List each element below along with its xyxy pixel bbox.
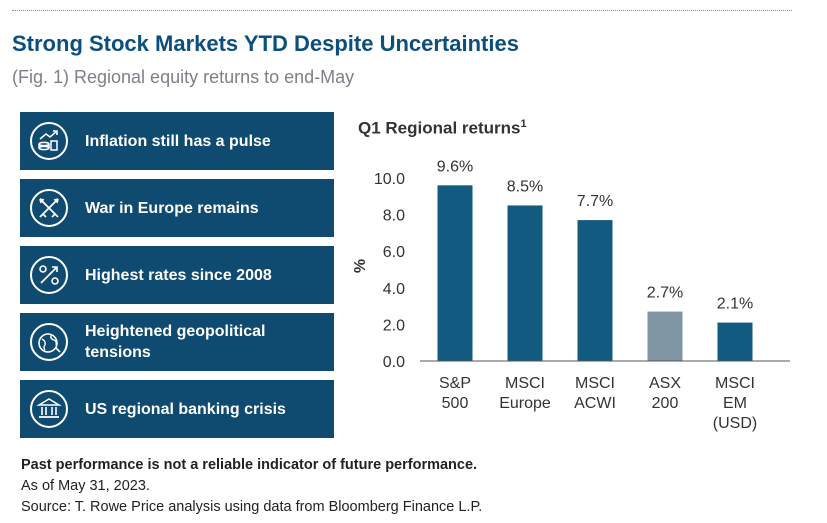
x-tick-label: 200 — [652, 395, 679, 412]
y-tick-label: 2.0 — [383, 317, 405, 334]
panel-geopolitical: Heightened geopolitical tensions — [20, 313, 334, 371]
x-tick-label: MSCI — [505, 375, 545, 392]
crossed-swords-icon — [30, 189, 68, 227]
x-tick-label: MSCI — [715, 375, 755, 392]
y-tick-label: 0.0 — [383, 354, 405, 371]
panel-inflation: Inflation still has a pulse — [20, 112, 334, 170]
chart-title: Q1 Regional returns1 — [358, 118, 527, 139]
y-axis-label: % — [352, 259, 369, 273]
bar — [647, 311, 683, 361]
x-tick-label: ASX — [649, 375, 681, 392]
bar — [717, 322, 753, 361]
y-tick-label: 8.0 — [383, 208, 405, 225]
as-of-date: As of May 31, 2023. — [21, 478, 150, 494]
y-tick-label: 6.0 — [383, 244, 405, 261]
bar — [577, 220, 613, 361]
performance-disclaimer: Past performance is not a reliable indic… — [21, 457, 478, 473]
data-label: 9.6% — [437, 158, 473, 175]
bank-icon — [30, 390, 68, 428]
chart-title-footnote: 1 — [520, 118, 527, 130]
x-tick-label: S&P — [439, 375, 471, 392]
data-label: 8.5% — [507, 178, 543, 195]
x-tick-label: (USD) — [713, 415, 757, 432]
top-dotted-rule — [12, 10, 792, 11]
y-tick-label: 4.0 — [383, 281, 405, 298]
globe-icon — [30, 323, 68, 361]
data-label: 7.7% — [577, 193, 613, 210]
x-tick-label: 500 — [442, 395, 469, 412]
panel-label-war: War in Europe remains — [85, 199, 259, 217]
x-tick-label: Europe — [499, 395, 551, 412]
panel-label-inflation: Inflation still has a pulse — [85, 132, 271, 150]
panel-label-geopolitical: Heightened geopolitical tensions — [85, 323, 266, 361]
chart-title-text: Q1 Regional returns — [358, 118, 521, 138]
x-tick-label: MSCI — [575, 375, 615, 392]
panel-rates: Highest rates since 2008 — [20, 246, 334, 304]
inflation-coins-icon — [30, 122, 68, 160]
page-title: Strong Stock Markets YTD Despite Uncerta… — [12, 31, 519, 56]
panel-label-rates: Highest rates since 2008 — [85, 266, 272, 284]
data-label: 2.1% — [717, 296, 753, 313]
x-tick-label: EM — [723, 395, 747, 412]
source-note: Source: T. Rowe Price analysis using dat… — [21, 499, 483, 515]
bar — [507, 205, 543, 361]
panel-war: War in Europe remains — [20, 179, 334, 237]
page-subtitle: (Fig. 1) Regional equity returns to end-… — [12, 67, 355, 87]
x-tick-label: ACWI — [574, 395, 616, 412]
percent-icon — [30, 256, 68, 294]
panel-label-banking: US regional banking crisis — [85, 400, 286, 418]
bar — [437, 185, 473, 361]
y-tick-label: 10.0 — [374, 171, 405, 188]
data-label: 2.7% — [647, 285, 683, 302]
panel-banking: US regional banking crisis — [20, 380, 334, 438]
